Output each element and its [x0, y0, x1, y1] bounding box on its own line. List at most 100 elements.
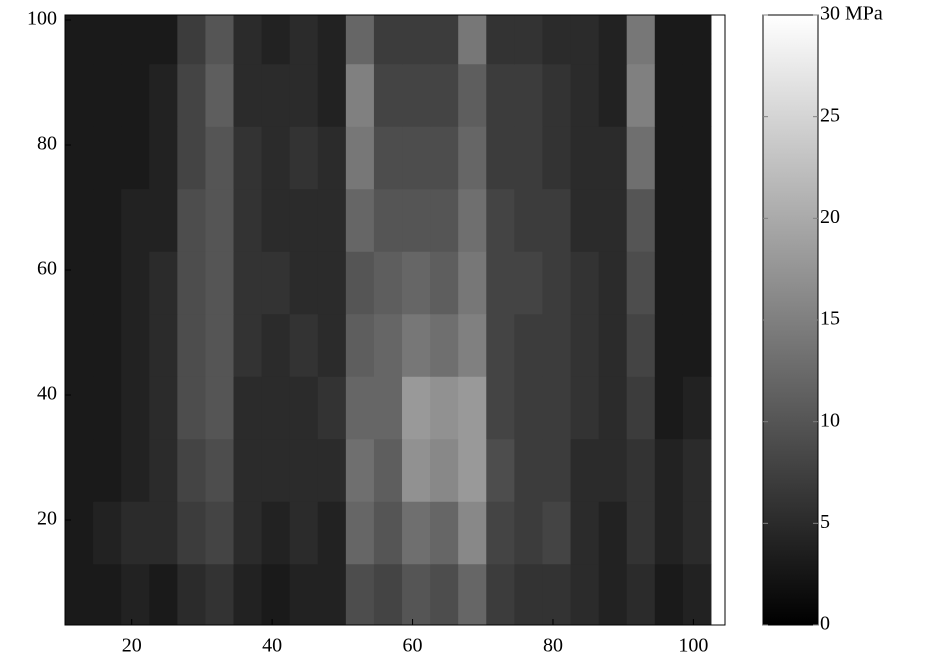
heatmap-cell — [402, 15, 431, 65]
heatmap-cell — [458, 15, 487, 65]
heatmap-cell — [486, 376, 515, 440]
heatmap-cell — [682, 15, 712, 65]
heatmap-cell — [626, 313, 656, 377]
heatmap-cell — [514, 15, 543, 65]
heatmap-cell — [654, 251, 684, 315]
heatmap-cell — [345, 501, 375, 565]
heatmap-cell — [402, 251, 431, 315]
heatmap-cell — [542, 126, 572, 190]
heatmap-cell — [542, 376, 572, 440]
heatmap-cell — [430, 188, 459, 252]
heatmap-cell — [654, 376, 684, 440]
x-tick-label: 60 — [403, 635, 423, 657]
heatmap-cell — [373, 63, 403, 127]
x-tick-label: 40 — [262, 635, 282, 657]
heatmap-cell — [261, 563, 291, 625]
heatmap-cell — [289, 313, 319, 377]
heatmap-cell — [682, 126, 712, 190]
heatmap-cell — [121, 126, 150, 190]
heatmap-cell — [373, 15, 403, 65]
heatmap-cell — [430, 313, 459, 377]
heatmap-cell — [93, 15, 122, 65]
heatmap-cell — [233, 251, 263, 315]
heatmap-cell — [205, 63, 235, 127]
heatmap-cell — [121, 63, 150, 127]
heatmap-cell — [65, 126, 94, 190]
heatmap-cell — [682, 188, 712, 252]
heatmap-cell — [65, 438, 94, 502]
heatmap-cell — [177, 251, 206, 315]
heatmap-cell — [261, 438, 291, 502]
heatmap-cell — [317, 126, 347, 190]
heatmap-cell — [598, 15, 628, 65]
heatmap-cell — [682, 563, 712, 625]
x-tick-label: 80 — [543, 635, 563, 657]
heatmap-cell — [121, 188, 150, 252]
heatmap-cell — [682, 313, 712, 377]
heatmap-cell — [261, 313, 291, 377]
heatmap-cell — [93, 438, 122, 502]
heatmap-cell — [598, 251, 628, 315]
heatmap-cell — [458, 126, 487, 190]
heatmap-cell — [402, 501, 431, 565]
heatmap-cell — [430, 126, 459, 190]
heatmap-cell — [373, 251, 403, 315]
heatmap-cell — [598, 188, 628, 252]
heatmap-cell — [261, 15, 291, 65]
heatmap-cell — [458, 376, 487, 440]
heatmap-cell — [598, 501, 628, 565]
heatmap-cell — [261, 63, 291, 127]
heatmap-cell — [65, 63, 94, 127]
heatmap-cell — [373, 376, 403, 440]
heatmap-cell — [149, 313, 178, 377]
heatmap-cell — [570, 501, 600, 565]
heatmap-cell — [373, 126, 403, 190]
heatmap-cell — [626, 15, 656, 65]
heatmap-cell — [486, 63, 515, 127]
colorbar-tick-label: 5 — [820, 511, 830, 533]
heatmap-cell — [514, 126, 543, 190]
heatmap-cell — [430, 15, 459, 65]
heatmap-cell — [93, 251, 122, 315]
heatmap-cell — [205, 126, 235, 190]
heatmap-cell — [486, 563, 515, 625]
heatmap-cell — [233, 376, 263, 440]
heatmap-cell — [682, 63, 712, 127]
y-tick-label: 80 — [37, 133, 57, 155]
heatmap-cell — [514, 251, 543, 315]
heatmap-cell — [626, 438, 656, 502]
heatmap-cell — [373, 188, 403, 252]
heatmap-cell — [542, 251, 572, 315]
heatmap-cell — [317, 376, 347, 440]
heatmap-cell — [317, 563, 347, 625]
heatmap-cell — [65, 188, 94, 252]
heatmap-cell — [682, 438, 712, 502]
heatmap-cell — [65, 376, 94, 440]
heatmap-cell — [317, 438, 347, 502]
colorbar-tick-label: 0 — [820, 613, 830, 635]
heatmap-cell — [289, 126, 319, 190]
heatmap-cell — [93, 563, 122, 625]
heatmap-cell — [598, 376, 628, 440]
heatmap-cell — [486, 15, 515, 65]
heatmap-cell — [626, 501, 656, 565]
heatmap-cell — [317, 251, 347, 315]
heatmap-cell — [149, 438, 178, 502]
heatmap-cell — [233, 15, 263, 65]
heatmap-cell — [93, 376, 122, 440]
heatmap-cell — [458, 313, 487, 377]
heatmap-cell — [345, 63, 375, 127]
heatmap-cell — [430, 376, 459, 440]
heatmap-cell — [93, 188, 122, 252]
heatmap-cell — [177, 15, 206, 65]
heatmap-cell — [430, 501, 459, 565]
heatmap-cell — [205, 188, 235, 252]
heatmap-cell — [261, 126, 291, 190]
heatmap-cell — [149, 63, 178, 127]
heatmap-cell — [486, 438, 515, 502]
heatmap-cell — [626, 376, 656, 440]
heatmap-cell — [261, 376, 291, 440]
heatmap-cell — [93, 63, 122, 127]
heatmap-cell — [261, 188, 291, 252]
heatmap — [65, 15, 712, 625]
